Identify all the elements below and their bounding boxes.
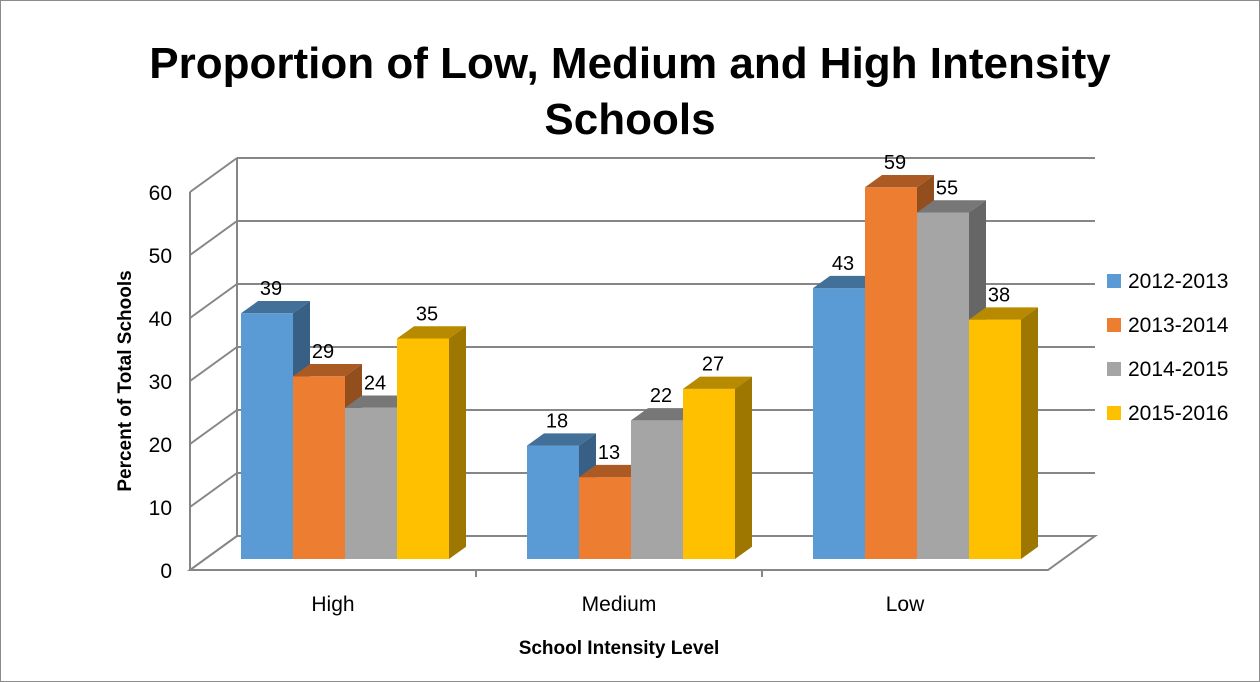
data-label: 43 <box>832 253 854 275</box>
y-tick-label: 0 <box>160 560 172 583</box>
legend-swatch <box>1107 274 1121 288</box>
x-tick-label: Medium <box>582 593 657 616</box>
bar-top <box>527 433 596 446</box>
bar-top <box>241 301 310 314</box>
data-label: 18 <box>546 410 568 432</box>
y-axis-title: Percent of Total Schools <box>115 270 136 491</box>
data-label: 38 <box>988 284 1010 306</box>
data-label: 35 <box>416 303 438 325</box>
bar-front <box>631 420 683 559</box>
data-label: 27 <box>702 354 724 376</box>
bar: 27 <box>683 354 752 559</box>
bar-front <box>345 407 397 559</box>
side-gridline <box>189 157 238 193</box>
legend-item: 2015-2016 <box>1107 402 1228 425</box>
bar: 35 <box>397 303 466 559</box>
chart-title-line-1: Proportion of Low, Medium and High Inten… <box>149 39 1111 88</box>
bar-front <box>241 313 293 559</box>
legend-label: 2012-2013 <box>1128 270 1228 293</box>
side-gridline <box>189 409 238 445</box>
bar-front <box>969 319 1021 559</box>
side-gridline <box>189 283 238 319</box>
y-tick-label: 20 <box>149 434 172 457</box>
bar-top <box>813 275 882 289</box>
legend-swatch <box>1107 318 1121 332</box>
bar-front <box>579 477 631 559</box>
legend-swatch <box>1107 362 1121 376</box>
bar-front <box>527 445 579 559</box>
bar-top <box>865 175 934 188</box>
legend-item: 2014-2015 <box>1107 358 1228 381</box>
bar-top <box>969 307 1038 320</box>
legend-item: 2013-2014 <box>1107 314 1229 337</box>
y-axis: 0 10 20 30 40 50 60 <box>149 182 172 583</box>
bar: 38 <box>969 284 1038 559</box>
x-tick-label: Low <box>886 593 925 616</box>
y-tick-label: 60 <box>149 182 172 205</box>
bar-side <box>1021 307 1038 559</box>
chart-title-line-2: Schools <box>544 95 716 144</box>
bar-side <box>449 326 466 559</box>
side-gridline <box>189 220 238 256</box>
bar-front <box>813 288 865 559</box>
bar: 29 <box>293 341 362 559</box>
x-tick-label: High <box>311 593 354 616</box>
bar-front <box>865 187 917 560</box>
bar-front <box>917 212 969 559</box>
bar-top <box>631 408 700 421</box>
bar: 43 <box>813 253 882 559</box>
x-axis: High Medium Low <box>311 570 925 616</box>
bar-front <box>293 376 345 559</box>
data-label: 22 <box>650 385 672 407</box>
y-tick-label: 50 <box>149 245 172 268</box>
data-label: 39 <box>260 278 282 300</box>
y-tick-label: 10 <box>149 497 172 520</box>
bar-top <box>397 326 466 339</box>
bar-top <box>917 200 986 213</box>
data-label: 13 <box>598 442 620 464</box>
legend-label: 2013-2014 <box>1128 314 1229 337</box>
data-label: 24 <box>364 373 386 395</box>
chart-title: Proportion of Low, Medium and High Inten… <box>0 36 1260 148</box>
bar-front <box>683 388 735 559</box>
side-gridline <box>189 472 238 508</box>
legend-swatch <box>1107 406 1121 420</box>
bar: 39 <box>241 278 310 559</box>
data-label: 59 <box>884 152 906 174</box>
bar-side <box>735 376 752 559</box>
data-label: 55 <box>936 177 958 199</box>
legend-label: 2014-2015 <box>1128 358 1228 381</box>
legend: 2012-2013 2013-2014 2014-2015 2015-2016 <box>1107 270 1229 425</box>
bar-top <box>293 364 362 377</box>
bars: 39 29 24 35 18 13 22 27 43 59 55 38 <box>241 152 1038 560</box>
bar-top <box>579 464 648 478</box>
side-gridline <box>189 346 238 382</box>
legend-label: 2015-2016 <box>1128 402 1228 425</box>
y-tick-label: 40 <box>149 308 172 331</box>
legend-item: 2012-2013 <box>1107 270 1228 293</box>
bar-top <box>345 395 414 408</box>
data-label: 29 <box>312 341 334 363</box>
y-tick-label: 30 <box>149 371 172 394</box>
bar-front <box>397 338 449 559</box>
x-axis-title: School Intensity Level <box>519 638 720 659</box>
bar-top <box>683 376 752 389</box>
